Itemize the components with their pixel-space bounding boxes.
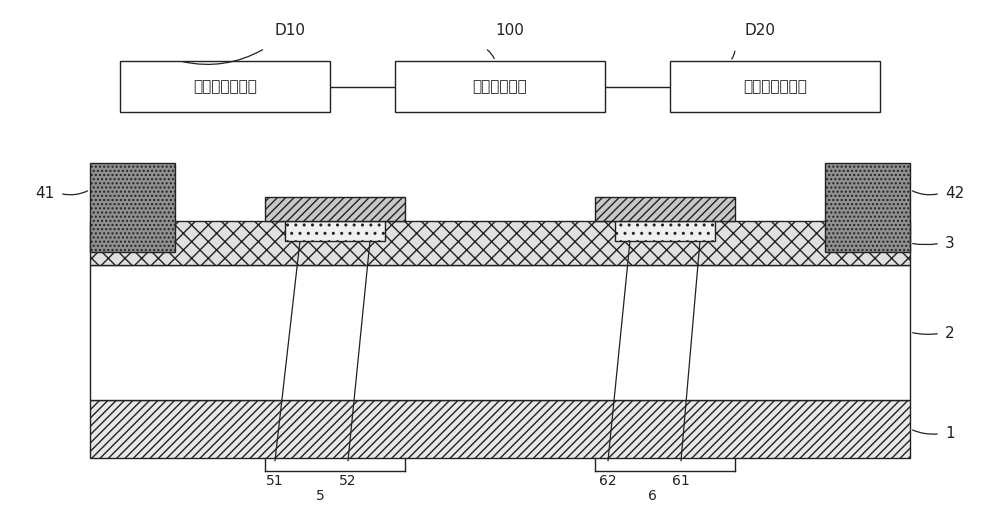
Text: D10: D10 (275, 23, 306, 38)
Text: 42: 42 (945, 186, 964, 201)
Bar (120, 61, 330, 112)
Bar (90, 265, 910, 400)
Bar (285, 221, 385, 241)
Bar (615, 221, 715, 241)
Text: 51: 51 (266, 474, 284, 488)
Text: D20: D20 (745, 23, 776, 38)
Text: 41: 41 (36, 186, 55, 201)
Text: 1: 1 (945, 426, 955, 441)
Bar (825, 163, 910, 252)
Text: 2: 2 (945, 326, 955, 341)
Text: 5: 5 (316, 489, 324, 503)
Text: 62: 62 (599, 474, 617, 488)
Text: 52: 52 (339, 474, 357, 488)
Text: 第一二极管结构: 第一二极管结构 (193, 79, 257, 94)
Text: 3: 3 (945, 236, 955, 251)
Text: 6: 6 (648, 489, 656, 503)
Bar (90, 400, 910, 458)
Text: 第二二极管结构: 第二二极管结构 (743, 79, 807, 94)
Bar (90, 163, 175, 252)
Bar (670, 61, 880, 112)
Text: 100: 100 (495, 23, 524, 38)
Bar (595, 197, 735, 221)
Text: 金属场板结构: 金属场板结构 (473, 79, 527, 94)
Bar (395, 61, 605, 112)
Text: 61: 61 (672, 474, 690, 488)
Bar (90, 221, 910, 265)
Bar (265, 197, 405, 221)
